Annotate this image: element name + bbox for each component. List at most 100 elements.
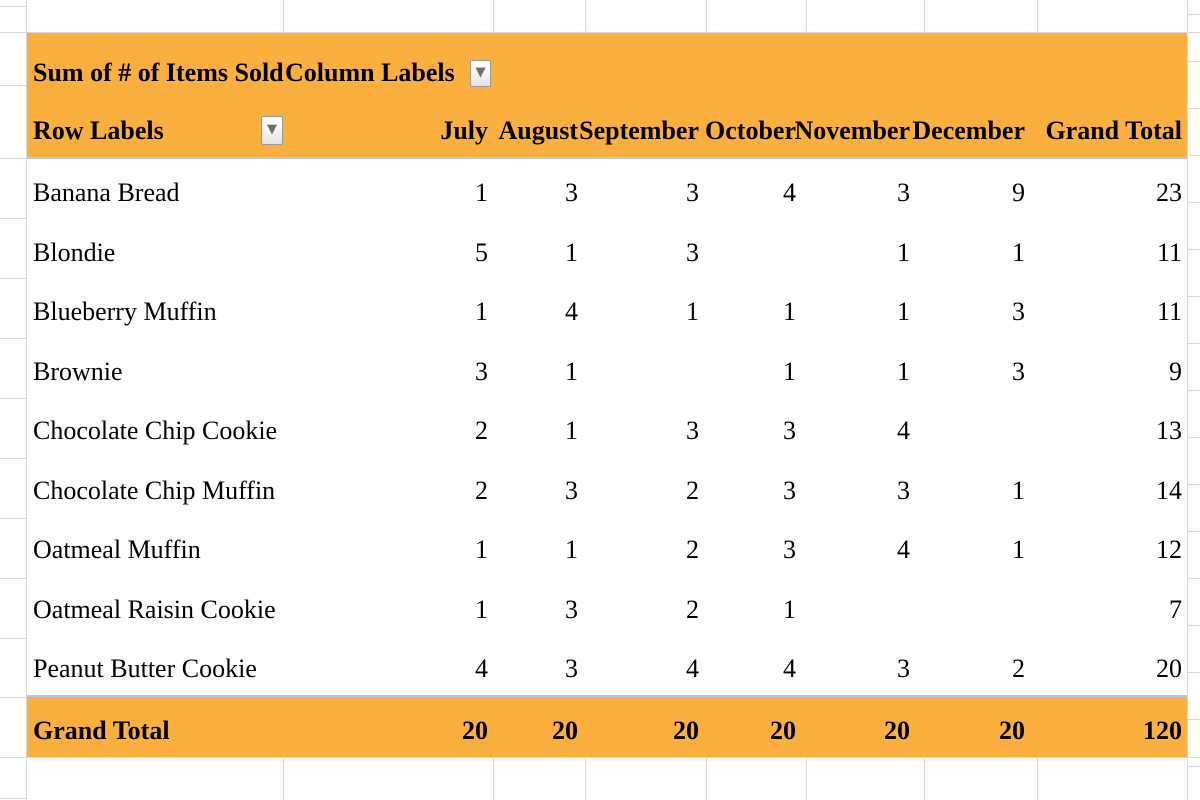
value-cell[interactable]: 1 [783, 297, 796, 327]
value-cell[interactable]: 7 [1169, 594, 1182, 624]
row-label-cell[interactable]: Blueberry Muffin [33, 297, 217, 327]
value-cell[interactable]: 1 [1012, 535, 1025, 565]
value-cell[interactable]: 4 [897, 535, 910, 565]
row-label-cell[interactable]: Oatmeal Raisin Cookie [33, 594, 276, 624]
column-header-cell[interactable]: Grand Total [1045, 115, 1182, 145]
gridline [0, 578, 27, 579]
value-cell[interactable]: 3 [565, 594, 578, 624]
value-cell[interactable]: 1 [565, 535, 578, 565]
value-cell[interactable]: 3 [565, 475, 578, 505]
value-cell[interactable]: 2 [686, 475, 699, 505]
value-cell[interactable]: 1 [897, 237, 910, 267]
value-cell[interactable]: 4 [783, 654, 796, 684]
value-cell[interactable]: 3 [686, 178, 699, 208]
value-cell[interactable]: 4 [783, 178, 796, 208]
value-cell[interactable]: 3 [475, 356, 488, 386]
grand-total-value-cell[interactable]: 20 [552, 715, 578, 745]
grand-total-value-cell[interactable]: 20 [770, 715, 796, 745]
value-cell[interactable]: 5 [475, 237, 488, 267]
column-header-cell[interactable]: December [912, 115, 1025, 145]
value-cell[interactable]: 4 [897, 416, 910, 446]
value-cell[interactable]: 1 [897, 297, 910, 327]
value-cell[interactable]: 9 [1169, 356, 1182, 386]
pivot-data-row: Brownie 3 1 1 1 3 9 [27, 337, 1187, 398]
value-cell[interactable]: 11 [1156, 297, 1182, 327]
pivot-value-field-cell[interactable]: Sum of # of Items Sold [33, 57, 284, 87]
value-cell[interactable]: 3 [1012, 356, 1025, 386]
row-label-cell[interactable]: Peanut Butter Cookie [33, 654, 257, 684]
value-cell[interactable]: 3 [783, 535, 796, 565]
pivot-table: Sum of # of Items Sold Column Labels ▼ R… [27, 33, 1187, 757]
grand-total-value-cell[interactable]: 20 [673, 715, 699, 745]
value-cell[interactable]: 1 [565, 237, 578, 267]
grand-total-value-cell[interactable]: 20 [462, 715, 488, 745]
value-cell[interactable]: 1 [475, 535, 488, 565]
value-cell[interactable]: 11 [1156, 237, 1182, 267]
column-header-cell[interactable]: October [705, 115, 796, 145]
value-cell[interactable]: 1 [475, 594, 488, 624]
row-label-cell[interactable]: Brownie [33, 356, 123, 386]
value-cell[interactable]: 1 [1012, 237, 1025, 267]
value-cell[interactable]: 4 [686, 654, 699, 684]
grand-total-value-cell[interactable]: 20 [884, 715, 910, 745]
column-header-cell[interactable]: September [579, 115, 699, 145]
value-cell[interactable]: 1 [565, 356, 578, 386]
value-cell[interactable]: 13 [1156, 416, 1182, 446]
value-cell[interactable]: 1 [783, 356, 796, 386]
value-cell[interactable]: 4 [475, 654, 488, 684]
row-label-cell[interactable]: Chocolate Chip Cookie [33, 416, 278, 446]
value-cell[interactable]: 14 [1156, 475, 1182, 505]
value-cell[interactable]: 4 [565, 297, 578, 327]
value-cell[interactable]: 2 [475, 416, 488, 446]
gridline [585, 757, 586, 800]
value-cell[interactable]: 3 [783, 475, 796, 505]
value-cell[interactable] [706, 219, 806, 279]
value-cell[interactable]: 3 [1012, 297, 1025, 327]
grand-total-value-cell[interactable]: 20 [999, 715, 1025, 745]
value-cell[interactable]: 3 [897, 654, 910, 684]
column-labels-cell[interactable]: Column Labels ▼ [283, 33, 493, 95]
value-cell[interactable]: 3 [897, 475, 910, 505]
value-cell[interactable]: 2 [686, 535, 699, 565]
value-cell[interactable]: 3 [565, 654, 578, 684]
value-cell[interactable]: 9 [1012, 178, 1025, 208]
value-cell[interactable]: 3 [783, 416, 796, 446]
row-label-cell[interactable]: Oatmeal Muffin [33, 535, 201, 565]
value-cell[interactable]: 2 [475, 475, 488, 505]
column-labels-filter-button[interactable]: ▼ [470, 60, 491, 87]
value-cell[interactable]: 1 [783, 594, 796, 624]
value-cell[interactable]: 2 [686, 594, 699, 624]
value-cell[interactable]: 1 [1012, 475, 1025, 505]
gridline [1187, 296, 1200, 297]
row-label-cell[interactable]: Chocolate Chip Muffin [33, 475, 276, 505]
value-cell[interactable]: 3 [686, 237, 699, 267]
value-cell[interactable]: 3 [686, 416, 699, 446]
row-label-cell[interactable]: Blondie [33, 237, 116, 267]
value-cell[interactable] [924, 576, 1037, 636]
pivot-data-row: Peanut Butter Cookie 4 3 4 4 3 2 20 [27, 635, 1187, 695]
grand-total-value-cell[interactable]: 120 [1143, 715, 1182, 745]
value-cell[interactable] [806, 576, 924, 636]
column-header-cell[interactable]: November [794, 115, 910, 145]
value-cell[interactable]: 2 [1012, 654, 1025, 684]
value-cell[interactable]: 1 [475, 178, 488, 208]
value-cell[interactable]: 12 [1156, 535, 1182, 565]
value-cell[interactable]: 1 [565, 416, 578, 446]
column-header-cell[interactable]: July [440, 115, 488, 145]
value-cell[interactable]: 23 [1156, 178, 1182, 208]
row-label-cell[interactable]: Banana Bread [33, 178, 180, 208]
row-labels-filter-button[interactable]: ▼ [261, 116, 283, 145]
value-cell[interactable]: 3 [565, 178, 578, 208]
value-cell[interactable]: 3 [897, 178, 910, 208]
value-cell[interactable]: 20 [1156, 654, 1182, 684]
grand-total-label-cell[interactable]: Grand Total [33, 715, 170, 745]
value-cell[interactable] [585, 338, 706, 398]
gridline [0, 218, 27, 219]
value-cell[interactable]: 1 [897, 356, 910, 386]
value-cell[interactable] [924, 397, 1037, 457]
value-cell[interactable]: 1 [475, 297, 488, 327]
column-header-cell[interactable]: August [498, 115, 578, 145]
value-cell[interactable]: 1 [686, 297, 699, 327]
row-labels-cell[interactable]: Row Labels ▼ [27, 95, 283, 157]
